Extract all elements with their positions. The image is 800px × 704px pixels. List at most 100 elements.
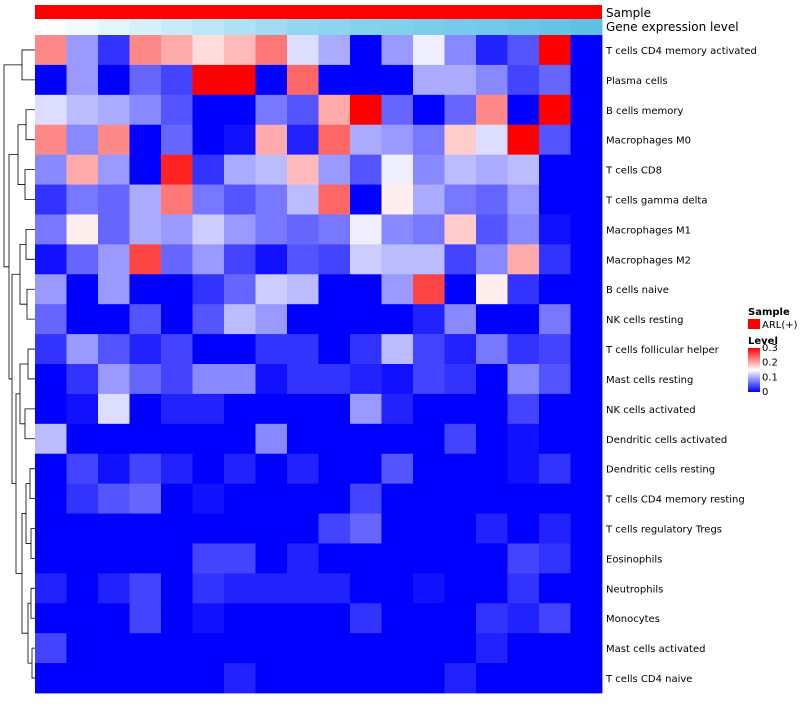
- heatmap-cell: [255, 214, 288, 245]
- heatmap-cell: [66, 64, 99, 96]
- heatmap-cell: [350, 393, 382, 425]
- heatmap-cells: [35, 35, 603, 694]
- heatmap-cell: [129, 35, 162, 66]
- heatmap-cell: [287, 244, 319, 275]
- heatmap-cell: [444, 663, 477, 694]
- heatmap-cell: [350, 334, 382, 365]
- heatmap-cell: [66, 214, 99, 245]
- heatmap-cell: [35, 94, 67, 126]
- heatmap-cell: [255, 453, 288, 485]
- heatmap-cell: [381, 393, 414, 425]
- heatmap-cell: [192, 64, 225, 96]
- heatmap-cell: [66, 94, 99, 126]
- heatmap-cell: [66, 334, 99, 365]
- heatmap-cell: [35, 244, 67, 275]
- dendrogram-branch: [3, 64, 22, 268]
- heatmap-cell: [570, 364, 603, 395]
- annotation-label-gene-expression: Gene expression level: [606, 20, 739, 34]
- heatmap-cell: [35, 423, 67, 455]
- heatmap-cell: [444, 244, 477, 275]
- heatmap-cell: [129, 334, 162, 365]
- annotation-expression-cell: [381, 19, 414, 35]
- heatmap-cell: [476, 94, 508, 126]
- heatmap-cell: [350, 35, 382, 66]
- heatmap-cell: [129, 513, 162, 544]
- heatmap-cell: [570, 543, 603, 574]
- heatmap-cell: [161, 94, 193, 126]
- heatmap-cell: [507, 423, 540, 455]
- heatmap-cell: [381, 633, 414, 664]
- heatmap-cell: [35, 274, 67, 305]
- heatmap-cell: [507, 124, 540, 156]
- heatmap-cell: [318, 453, 351, 485]
- heatmap-cell: [161, 573, 193, 604]
- heatmap-cell: [161, 214, 193, 245]
- heatmap-cell: [318, 214, 351, 245]
- heatmap-cell: [66, 154, 99, 185]
- legend-sample-swatch: [748, 319, 760, 329]
- heatmap-cell: [350, 453, 382, 485]
- heatmap-cell: [35, 184, 67, 215]
- heatmap-cell: [476, 274, 508, 305]
- heatmap-cell: [570, 393, 603, 425]
- heatmap-cell: [381, 184, 414, 215]
- heatmap-cell: [129, 184, 162, 215]
- heatmap-cell: [66, 393, 99, 425]
- heatmap-cell: [161, 364, 193, 395]
- heatmap-cell: [129, 483, 162, 514]
- heatmap-cell: [129, 94, 162, 126]
- heatmap-cell: [287, 154, 319, 185]
- heatmap-cell: [287, 543, 319, 574]
- heatmap-cell: [224, 35, 256, 66]
- heatmap-cell: [129, 304, 162, 335]
- heatmap-cell: [476, 483, 508, 514]
- heatmap-cell: [318, 35, 351, 66]
- heatmap-cell: [507, 513, 540, 544]
- heatmap-cell: [318, 633, 351, 664]
- heatmap-cell: [224, 663, 256, 694]
- heatmap-cell: [98, 244, 130, 275]
- heatmap-cell: [255, 64, 288, 96]
- heatmap-cell: [413, 274, 445, 305]
- heatmap-cell: [539, 543, 571, 574]
- row-label: Macrophages M0: [606, 136, 691, 147]
- heatmap-cell: [98, 603, 130, 634]
- heatmap-cell: [413, 244, 445, 275]
- heatmap-cell: [129, 214, 162, 245]
- heatmap-cell: [35, 573, 67, 604]
- heatmap-cell: [381, 64, 414, 96]
- annotation-expression-cell: [192, 19, 225, 35]
- heatmap-cell: [570, 214, 603, 245]
- heatmap-cell: [318, 543, 351, 574]
- heatmap-cell: [413, 513, 445, 544]
- heatmap-cell: [507, 94, 540, 126]
- heatmap-cell: [413, 364, 445, 395]
- heatmap-cell: [66, 513, 99, 544]
- heatmap-cell: [192, 663, 225, 694]
- heatmap-cell: [35, 393, 67, 425]
- heatmap-cell: [35, 364, 67, 395]
- row-label: Macrophages M2: [606, 255, 691, 266]
- heatmap-cell: [98, 543, 130, 574]
- row-label: B cells naive: [606, 285, 669, 296]
- heatmap-cell: [507, 154, 540, 185]
- heatmap-cell: [66, 124, 99, 156]
- heatmap-cell: [350, 603, 382, 634]
- heatmap-cell: [129, 64, 162, 96]
- heatmap-cell: [98, 663, 130, 694]
- heatmap-cell: [539, 124, 571, 156]
- heatmap-cell: [161, 483, 193, 514]
- heatmap-cell: [444, 633, 477, 664]
- heatmap-cell: [413, 453, 445, 485]
- heatmap-cell: [350, 154, 382, 185]
- heatmap-cell: [129, 124, 162, 156]
- heatmap-cell: [413, 573, 445, 604]
- heatmap-cell: [35, 483, 67, 514]
- heatmap-cell: [381, 94, 414, 126]
- heatmap-cell: [192, 603, 225, 634]
- heatmap-cell: [444, 154, 477, 185]
- heatmap-cell: [350, 483, 382, 514]
- heatmap-cell: [287, 453, 319, 485]
- heatmap-cell: [350, 423, 382, 455]
- annotation-label-sample: Sample: [606, 6, 651, 20]
